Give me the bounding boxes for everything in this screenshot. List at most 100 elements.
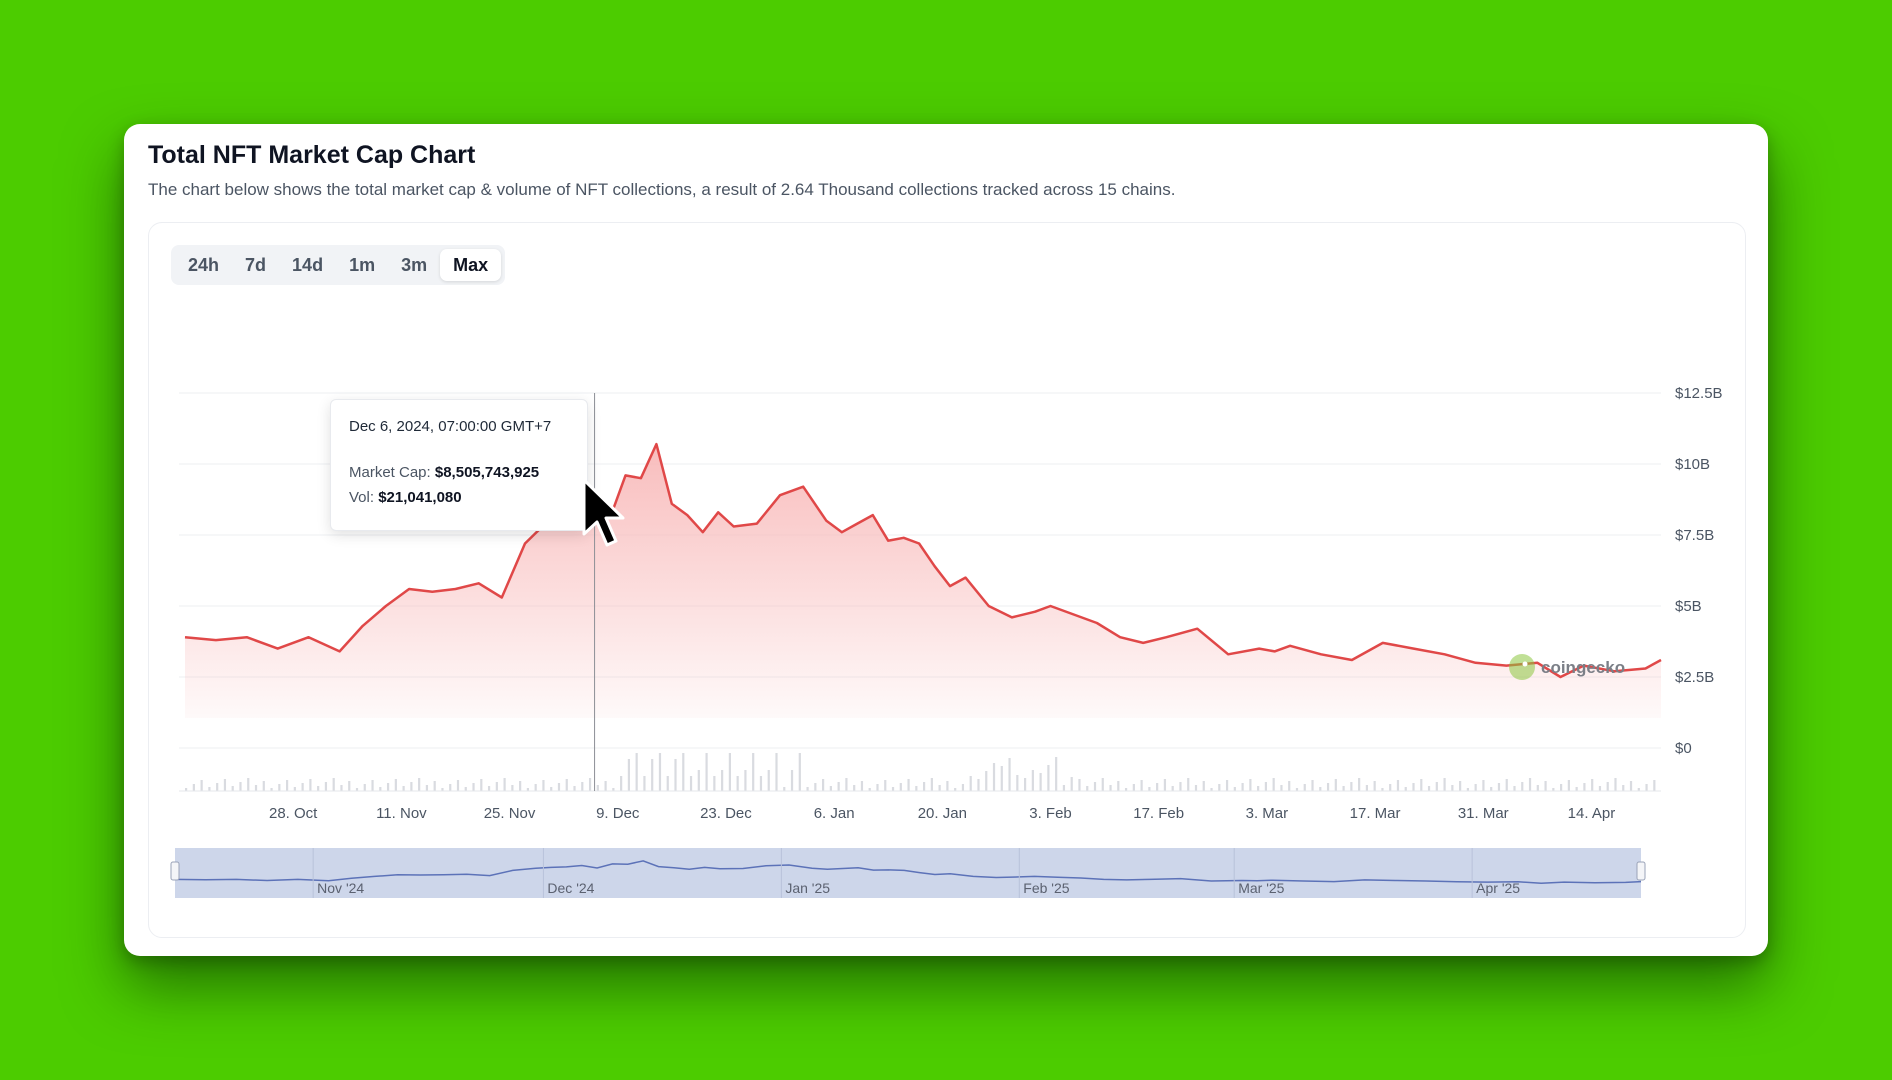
- volume-bar: [1629, 781, 1633, 791]
- volume-bar: [1466, 788, 1469, 791]
- volume-bar: [713, 776, 716, 791]
- volume-bar: [1482, 780, 1485, 791]
- chart-panel: $0 $2.5B $5B $7.5B $10B $12.5B 28. Oct 11. Nov 2…: [148, 222, 1746, 938]
- volume-bar: [449, 784, 452, 791]
- market-cap-point: [307, 636, 309, 638]
- volume-bar: [348, 781, 351, 791]
- y-tick-label: $7.5B: [1675, 527, 1714, 544]
- volume-bar: [1070, 777, 1073, 791]
- volume-bar: [1560, 784, 1563, 791]
- volume-bar: [938, 785, 941, 791]
- range-14d-button[interactable]: 14d: [279, 249, 336, 281]
- range-24h-button[interactable]: 24h: [175, 249, 232, 281]
- volume-bar: [635, 753, 638, 791]
- market-cap-point: [524, 542, 526, 544]
- market-cap-point: [1289, 645, 1291, 647]
- range-3m-button[interactable]: 3m: [388, 249, 440, 281]
- volume-bar: [1171, 786, 1174, 791]
- volume-bar: [1039, 773, 1042, 791]
- volume-bar: [231, 786, 234, 791]
- x-tick-label: 31. Mar: [1458, 805, 1509, 822]
- x-tick-label: 17. Feb: [1133, 805, 1184, 822]
- volume-bar: [1606, 782, 1609, 791]
- volume-bar: [853, 785, 856, 791]
- market-cap-point: [184, 636, 186, 638]
- market-cap-point: [1273, 650, 1275, 652]
- navigator-right-handle[interactable]: [1636, 861, 1646, 881]
- volume-bar: [682, 753, 685, 791]
- volume-bar: [1241, 783, 1244, 791]
- volume-bar: [1544, 781, 1547, 791]
- range-max-button[interactable]: Max: [440, 249, 502, 281]
- volume-bar: [270, 788, 273, 791]
- market-cap-point: [671, 503, 673, 505]
- volume-bar: [495, 782, 498, 791]
- volume-bar: [480, 779, 483, 791]
- volume-bar: [1427, 786, 1431, 791]
- volume-bar: [588, 778, 592, 791]
- volume-bar: [822, 779, 825, 791]
- coingecko-logo-icon: [1509, 654, 1535, 680]
- volume-bar: [262, 781, 265, 791]
- range-7d-button[interactable]: 7d: [232, 249, 279, 281]
- volume-bar: [1459, 781, 1462, 791]
- volume-bar: [550, 787, 553, 791]
- volume-bar: [1233, 787, 1236, 791]
- volume-bar: [1225, 780, 1229, 791]
- volume-bar: [472, 783, 475, 791]
- volume-bar: [744, 770, 747, 791]
- volume-bar: [923, 782, 926, 791]
- volume-bar: [1109, 785, 1112, 791]
- navigator-left-handle[interactable]: [170, 861, 180, 881]
- volume-bar: [1404, 787, 1407, 791]
- volume-bar: [1614, 778, 1617, 791]
- market-cap-point: [277, 647, 279, 649]
- market-cap-point: [338, 650, 340, 652]
- market-cap-point: [841, 531, 843, 533]
- market-cap-point: [1196, 628, 1198, 630]
- volume-bar: [340, 785, 343, 791]
- volume-bar: [845, 778, 848, 791]
- volume-bar: [1513, 786, 1516, 791]
- volume-bar: [977, 779, 980, 791]
- volume-bar: [1093, 782, 1097, 791]
- range-1m-button[interactable]: 1m: [336, 249, 388, 281]
- volume-bar: [1148, 787, 1151, 791]
- market-cap-point: [1258, 647, 1260, 649]
- volume-bar: [464, 787, 467, 791]
- volume-bar: [278, 784, 281, 791]
- market-cap-point: [732, 525, 734, 527]
- market-cap-point: [1660, 659, 1662, 661]
- volume-bar: [728, 753, 731, 791]
- volume-bar: [223, 779, 227, 791]
- market-cap-point: [501, 596, 503, 598]
- volume-bar: [1202, 781, 1205, 791]
- market-cap-point: [1536, 662, 1538, 664]
- volume-bar: [658, 753, 662, 791]
- volume-bar: [1521, 782, 1524, 791]
- navigator-line: [174, 860, 1642, 884]
- volume-bar: [293, 787, 296, 791]
- volume-bar: [1078, 779, 1081, 791]
- volume-bar: [604, 781, 607, 791]
- x-tick-label: 25. Nov: [484, 805, 536, 822]
- volume-bar: [371, 780, 374, 791]
- volume-bar: [456, 780, 460, 791]
- tooltip-vol-label: Vol:: [349, 489, 375, 506]
- volume-bar: [1334, 779, 1337, 791]
- volume-bar: [1264, 782, 1268, 791]
- market-cap-area: [185, 444, 1661, 718]
- market-cap-line: [184, 442, 1662, 679]
- market-cap-point: [1096, 622, 1098, 624]
- navigator-tick-label: Mar '25: [1238, 880, 1284, 896]
- volume-bar: [1257, 786, 1260, 791]
- volume-bar: [1653, 780, 1656, 791]
- volume-bar: [1140, 780, 1143, 791]
- volume-bar: [394, 779, 397, 791]
- volume-bar: [1637, 788, 1640, 791]
- tooltip-market-cap-row: Market Cap: $8,505,743,925: [349, 464, 539, 481]
- volume-bar: [596, 785, 599, 791]
- volume-bar: [1210, 788, 1213, 791]
- volume-bar: [1303, 784, 1306, 791]
- market-cap-chart[interactable]: $0 $2.5B $5B $7.5B $10B $12.5B 28. Oct 11. Nov 2…: [149, 223, 1745, 937]
